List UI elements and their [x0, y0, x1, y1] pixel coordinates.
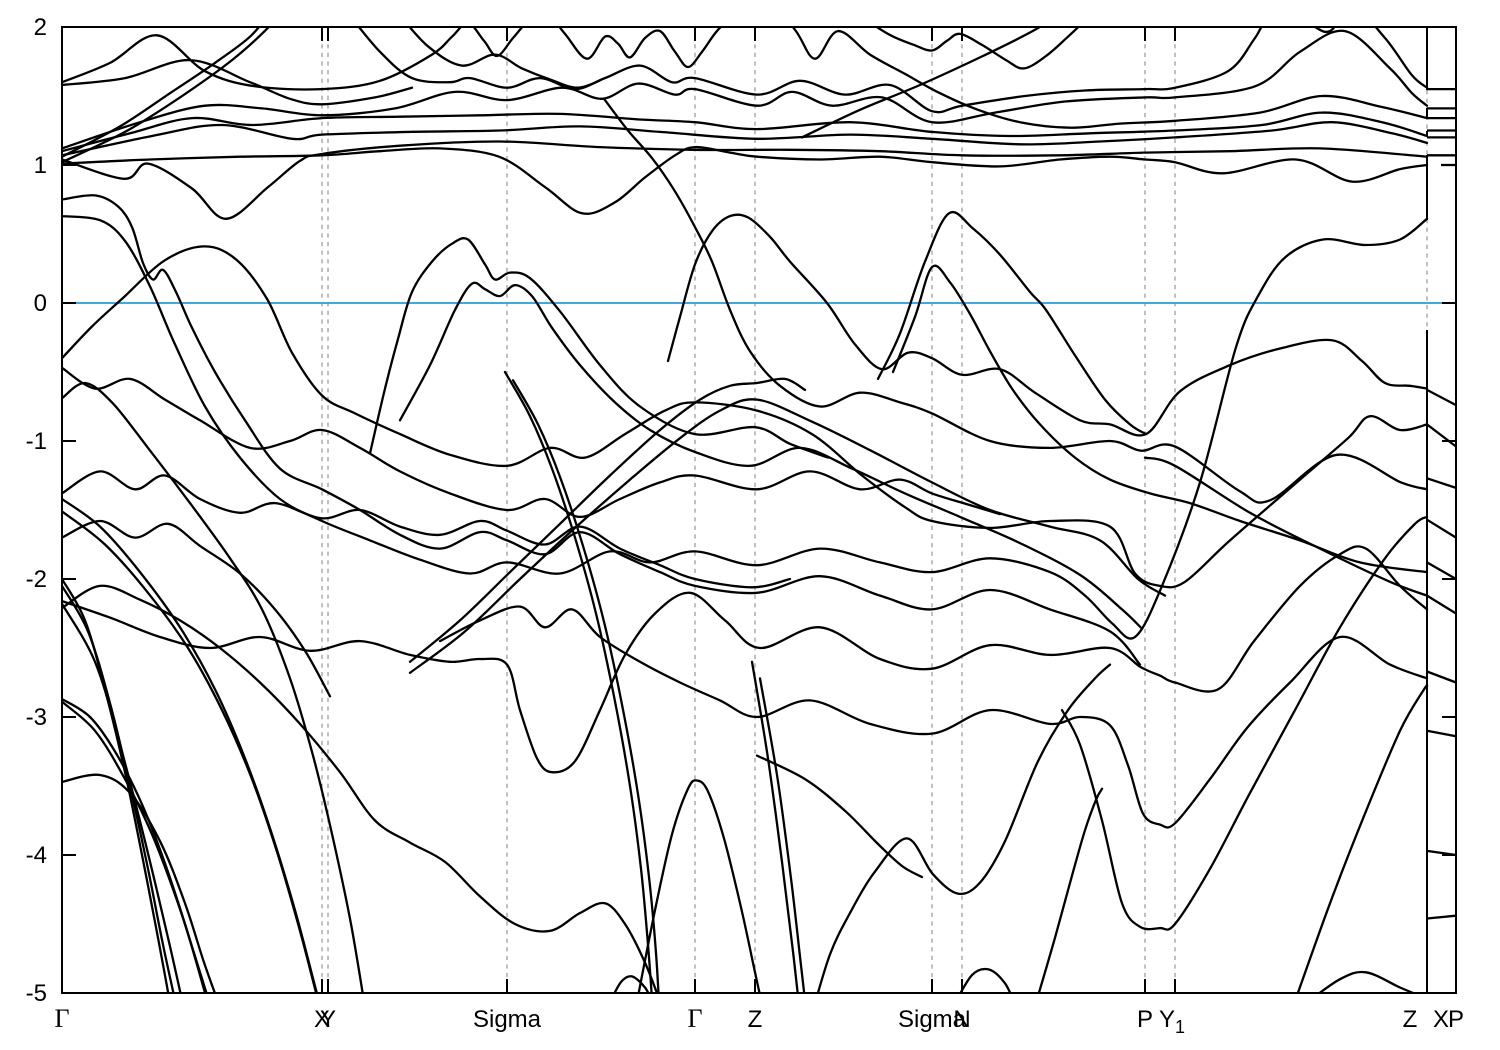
svg-text:-4: -4: [26, 842, 47, 869]
svg-text:-1: -1: [26, 428, 47, 455]
svg-text:Γ: Γ: [687, 1004, 702, 1033]
svg-text:-3: -3: [26, 704, 47, 731]
svg-text:P: P: [1448, 1006, 1464, 1033]
svg-text:Sigma: Sigma: [898, 1006, 967, 1033]
svg-text:Y: Y: [320, 1006, 336, 1033]
svg-text:-2: -2: [26, 566, 47, 593]
svg-text:-5: -5: [26, 980, 47, 1007]
svg-text:0: 0: [34, 290, 47, 317]
svg-text:2: 2: [34, 14, 47, 41]
svg-text:1: 1: [34, 152, 47, 179]
svg-text:Sigma: Sigma: [473, 1006, 542, 1033]
svg-text:N: N: [953, 1006, 970, 1033]
svg-text:Y: Y: [1159, 1006, 1175, 1033]
svg-text:Z: Z: [1403, 1006, 1418, 1033]
svg-text:1: 1: [1175, 1017, 1185, 1037]
svg-text:Z: Z: [748, 1006, 763, 1033]
svg-text:X: X: [314, 1006, 330, 1033]
svg-text:P: P: [1137, 1006, 1153, 1033]
svg-text:Γ: Γ: [54, 1004, 69, 1033]
svg-text:X: X: [1433, 1006, 1449, 1033]
